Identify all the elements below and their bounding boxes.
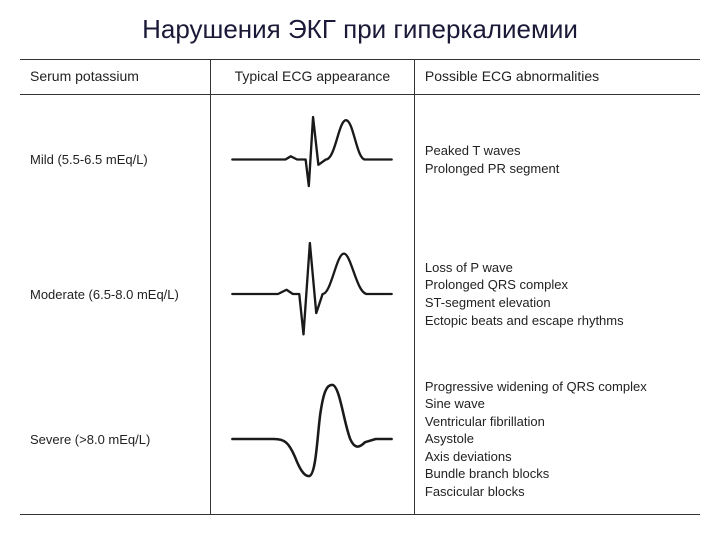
ecg-waveform-icon xyxy=(227,101,397,218)
abnormality-item: ST-segment elevation xyxy=(425,294,690,312)
th-ecg: Typical ECG appearance xyxy=(210,60,414,95)
th-serum: Serum potassium xyxy=(20,60,210,95)
table-header-row: Serum potassium Typical ECG appearance P… xyxy=(20,60,700,95)
table-body: Mild (5.5-6.5 mEq/L)Peaked T wavesProlon… xyxy=(20,95,700,515)
abnormality-item: Prolonged PR segment xyxy=(425,160,690,178)
abnormality-item: Sine wave xyxy=(425,395,690,413)
abnormality-item: Fascicular blocks xyxy=(425,483,690,501)
cell-serum-level: Severe (>8.0 mEq/L) xyxy=(20,364,210,515)
ecg-table-container: Serum potassium Typical ECG appearance P… xyxy=(14,59,706,515)
cell-abnormalities: Loss of P waveProlonged QRS complexST-se… xyxy=(414,224,700,364)
abnormality-item: Loss of P wave xyxy=(425,259,690,277)
cell-ecg-waveform xyxy=(210,364,414,515)
th-abn: Possible ECG abnormalities xyxy=(414,60,700,95)
cell-abnormalities: Progressive widening of QRS complexSine … xyxy=(414,364,700,515)
page-title: Нарушения ЭКГ при гиперкалиемии xyxy=(14,8,706,59)
abnormality-item: Peaked T waves xyxy=(425,142,690,160)
cell-abnormalities: Peaked T wavesProlonged PR segment xyxy=(414,95,700,225)
cell-ecg-waveform xyxy=(210,224,414,364)
table-row: Moderate (6.5-8.0 mEq/L) Loss of P wavePr… xyxy=(20,224,700,364)
abnormality-item: Bundle branch blocks xyxy=(425,465,690,483)
ecg-table: Serum potassium Typical ECG appearance P… xyxy=(20,59,700,515)
cell-serum-level: Mild (5.5-6.5 mEq/L) xyxy=(20,95,210,225)
table-row: Mild (5.5-6.5 mEq/L) Peaked T wavesProlon… xyxy=(20,95,700,225)
ecg-waveform-icon xyxy=(227,370,397,508)
abnormality-item: Prolonged QRS complex xyxy=(425,276,690,294)
abnormality-item: Ventricular fibrillation xyxy=(425,413,690,431)
abnormality-item: Axis deviations xyxy=(425,448,690,466)
abnormality-item: Asystole xyxy=(425,430,690,448)
abnormality-item: Progressive widening of QRS complex xyxy=(425,378,690,396)
table-row: Severe (>8.0 mEq/L) Progressive widening … xyxy=(20,364,700,515)
ecg-waveform-icon xyxy=(227,230,397,358)
cell-serum-level: Moderate (6.5-8.0 mEq/L) xyxy=(20,224,210,364)
cell-ecg-waveform xyxy=(210,95,414,225)
abnormality-item: Ectopic beats and escape rhythms xyxy=(425,312,690,330)
